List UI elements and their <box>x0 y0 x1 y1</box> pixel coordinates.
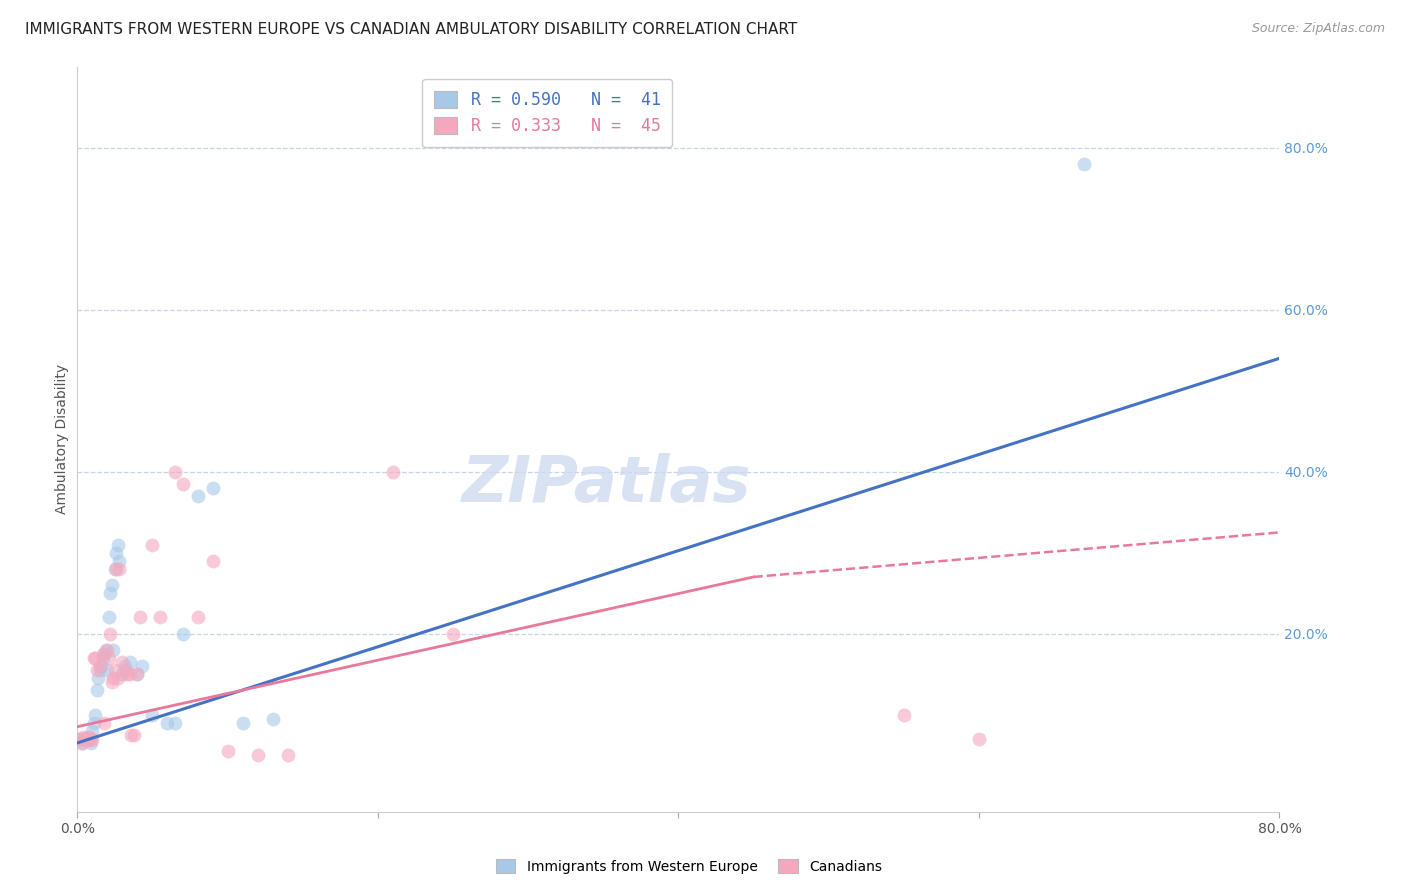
Point <box>96 642 118 657</box>
Point <box>107 537 129 551</box>
Point <box>131 659 153 673</box>
Point <box>127 667 149 681</box>
Point <box>107 671 129 685</box>
Point <box>86 663 108 677</box>
Point <box>89 663 111 677</box>
Legend: Immigrants from Western Europe, Canadians: Immigrants from Western Europe, Canadian… <box>489 852 889 880</box>
Point <box>441 626 464 640</box>
Point <box>72 731 94 746</box>
Point <box>1073 157 1095 171</box>
Point <box>120 728 142 742</box>
Point <box>84 651 107 665</box>
Point <box>103 671 125 685</box>
Point <box>75 731 97 746</box>
Point <box>129 610 152 624</box>
Point <box>79 731 101 746</box>
Point <box>104 663 127 677</box>
Point <box>127 667 149 681</box>
Text: Source: ZipAtlas.com: Source: ZipAtlas.com <box>1251 22 1385 36</box>
Point <box>187 489 209 503</box>
Point <box>73 731 96 746</box>
Point <box>172 626 194 640</box>
Point <box>100 586 122 600</box>
Point <box>104 562 127 576</box>
Point <box>156 715 179 730</box>
Text: IMMIGRANTS FROM WESTERN EUROPE VS CANADIAN AMBULATORY DISABILITY CORRELATION CHA: IMMIGRANTS FROM WESTERN EUROPE VS CANADI… <box>25 22 797 37</box>
Point <box>90 659 112 673</box>
Point <box>141 537 163 551</box>
Point <box>201 554 224 568</box>
Point <box>83 715 105 730</box>
Point <box>101 675 124 690</box>
Y-axis label: Ambulatory Disability: Ambulatory Disability <box>55 364 69 515</box>
Point <box>277 747 299 762</box>
Point <box>114 659 136 673</box>
Point <box>163 465 186 479</box>
Point <box>76 733 98 747</box>
Point <box>87 671 110 685</box>
Point <box>114 663 136 677</box>
Point <box>118 655 141 669</box>
Point <box>79 730 101 744</box>
Point <box>93 715 115 730</box>
Point <box>70 736 93 750</box>
Point <box>76 730 98 744</box>
Point <box>86 683 108 698</box>
Point <box>163 715 186 730</box>
Point <box>93 647 115 661</box>
Text: ZIPatlas: ZIPatlas <box>461 453 751 515</box>
Point <box>217 744 239 758</box>
Point <box>149 610 172 624</box>
Point <box>94 642 117 657</box>
Point <box>201 481 224 495</box>
Legend: R = 0.590   N =  41, R = 0.333   N =  45: R = 0.590 N = 41, R = 0.333 N = 45 <box>422 79 672 147</box>
Point <box>232 715 254 730</box>
Point <box>80 733 103 747</box>
Point <box>75 733 97 747</box>
Point <box>172 476 194 491</box>
Point <box>187 610 209 624</box>
Point <box>115 667 138 681</box>
Point <box>262 712 284 726</box>
Point <box>111 655 134 669</box>
Point <box>96 663 118 677</box>
Point <box>82 731 104 746</box>
Point <box>105 546 128 560</box>
Point <box>69 731 91 746</box>
Point <box>82 723 104 738</box>
Point <box>141 707 163 722</box>
Point <box>967 731 990 746</box>
Point <box>73 731 96 746</box>
Point <box>100 626 122 640</box>
Point <box>97 610 120 624</box>
Point <box>91 651 114 665</box>
Point <box>91 647 114 661</box>
Point <box>108 562 131 576</box>
Point <box>80 736 103 750</box>
Point <box>893 707 915 722</box>
Point <box>246 747 269 762</box>
Point <box>101 578 124 592</box>
Point <box>70 736 93 750</box>
Point <box>84 707 107 722</box>
Point <box>111 667 134 681</box>
Point <box>105 562 128 576</box>
Point <box>118 667 141 681</box>
Point <box>97 651 120 665</box>
Point <box>103 642 125 657</box>
Point <box>83 651 105 665</box>
Point <box>124 728 146 742</box>
Point <box>381 465 404 479</box>
Point <box>72 730 94 744</box>
Point <box>89 659 111 673</box>
Point <box>69 731 91 746</box>
Point <box>108 554 131 568</box>
